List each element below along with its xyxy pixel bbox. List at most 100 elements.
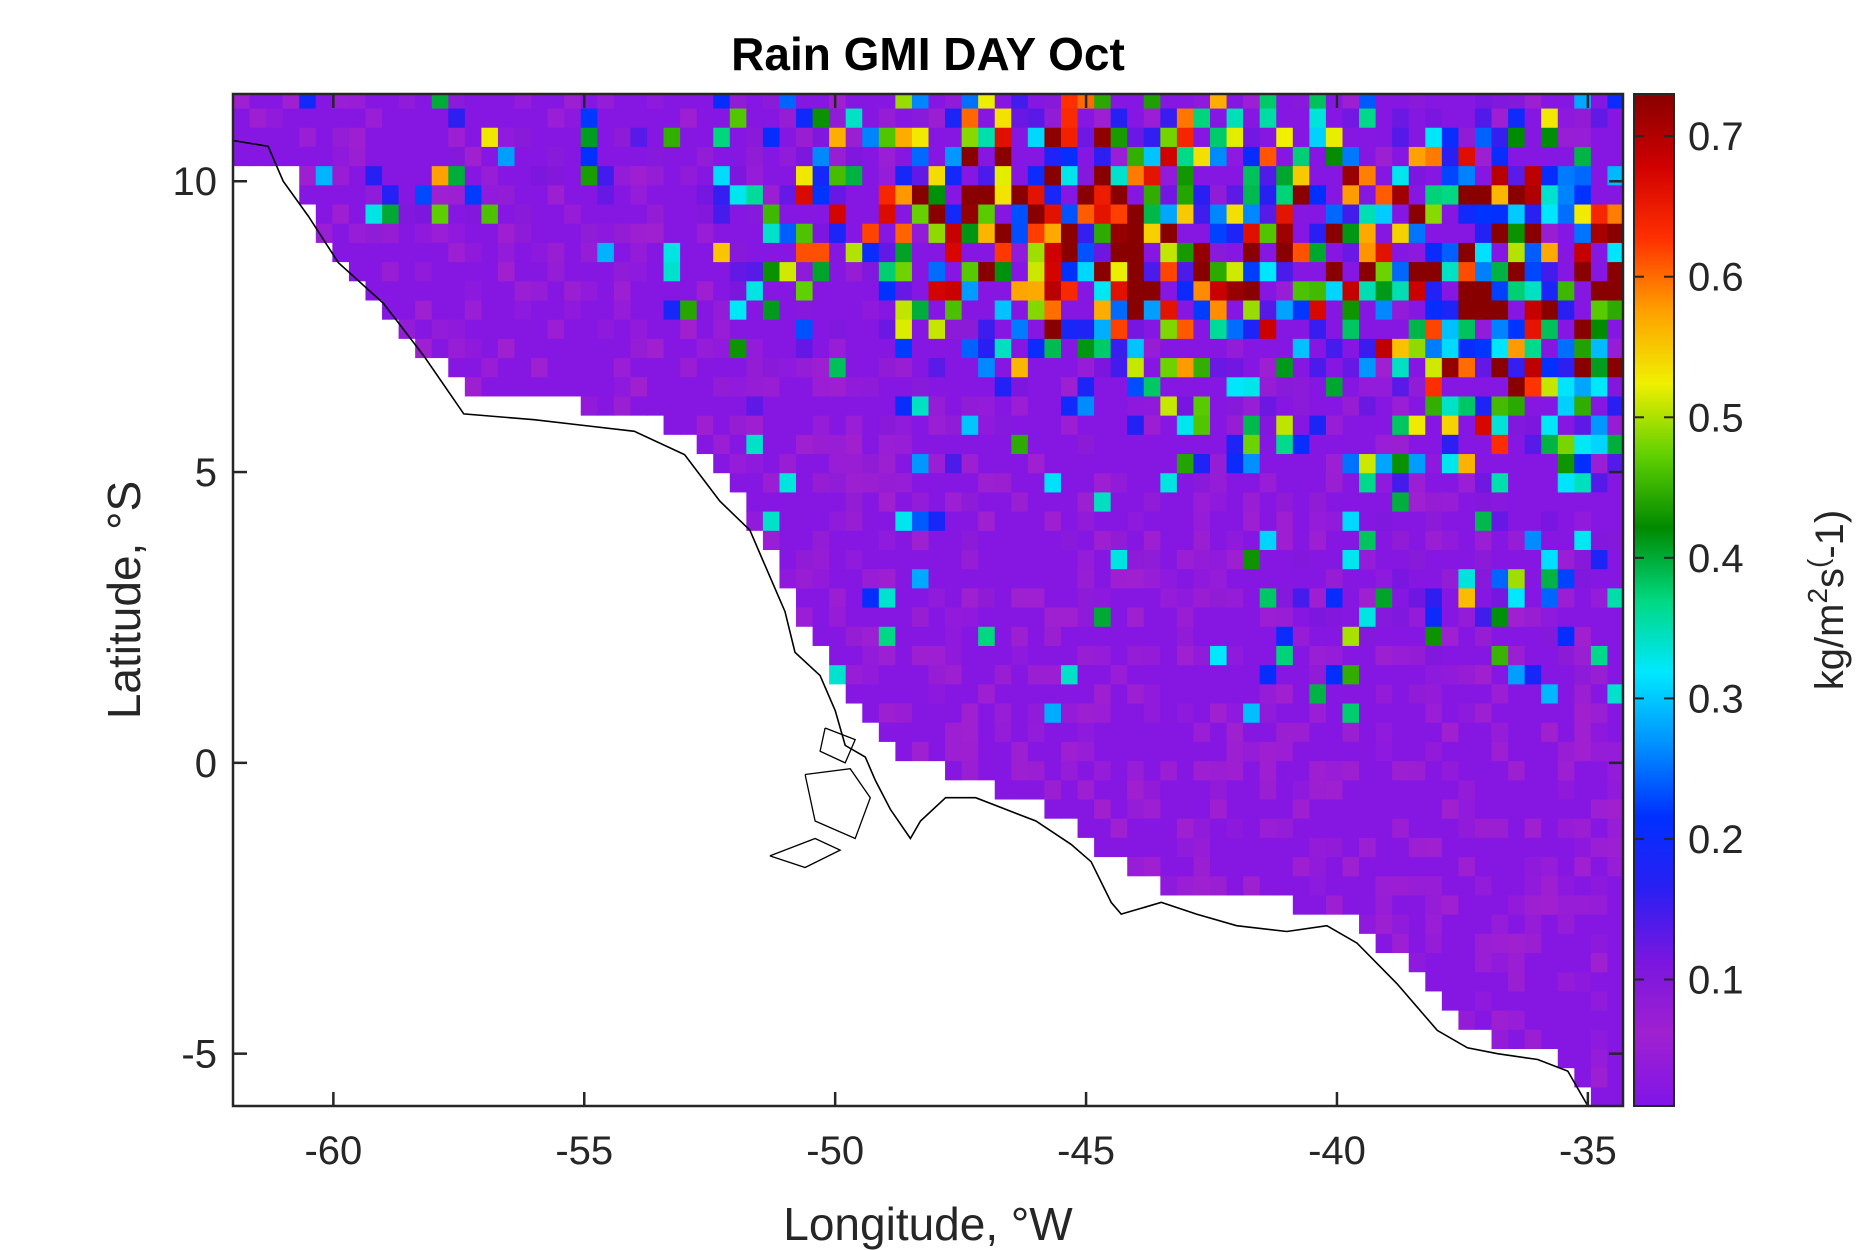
heatmap-cell [663,395,681,416]
heatmap-cell [1590,856,1609,877]
heatmap-cell [1574,338,1592,359]
heatmap-cell [1325,376,1344,397]
heatmap-cell [1607,702,1623,723]
heatmap-cell [1127,702,1145,723]
heatmap-cell [1425,798,1443,819]
heatmap-cell [1027,395,1046,416]
heatmap-cell [1210,779,1228,800]
heatmap-cell [1590,1048,1609,1069]
heatmap-cell [1044,645,1062,666]
heatmap-cell [1309,741,1327,762]
heatmap-cell [1210,702,1228,723]
heatmap-cell [1127,837,1145,858]
heatmap-cell [1243,376,1261,397]
heatmap-cell [1292,415,1310,435]
heatmap-cell [1226,837,1244,858]
heatmap-cell [1557,357,1575,378]
heatmap-cell [1110,376,1128,397]
heatmap-cell [1441,779,1460,800]
heatmap-cell [1259,568,1277,589]
heatmap-cell [1408,760,1426,781]
heatmap-cell [1292,165,1310,186]
heatmap-cell [713,94,731,109]
heatmap-cell [1176,741,1195,762]
heatmap-cell [1574,702,1592,723]
heatmap-cell [1557,223,1575,243]
heatmap-cell [845,415,863,435]
heatmap-cell [994,549,1012,570]
heatmap-cell [1160,818,1178,838]
heatmap-cell [1176,415,1195,435]
heatmap-cell [1508,875,1526,896]
heatmap-cell [1541,94,1559,109]
heatmap-cell [945,261,963,282]
heatmap-cell [1408,472,1426,493]
heatmap-cell [1574,722,1592,742]
heatmap-cell [1292,94,1310,109]
heatmap-cell [829,606,847,627]
heatmap-cell [812,223,830,243]
heatmap-cell [1474,453,1493,474]
heatmap-cell [663,127,681,147]
heatmap-cell [1011,127,1029,147]
heatmap-cell [961,434,979,455]
heatmap-cell [729,357,747,378]
heatmap-cell [845,606,863,627]
heatmap-cell [1574,741,1592,762]
heatmap-cell [1508,760,1526,781]
heatmap-cell [1143,702,1161,723]
heatmap-cell [1226,875,1244,896]
heatmap-cell [1425,242,1443,263]
heatmap-cell [1392,568,1410,589]
heatmap-cell [613,146,632,167]
heatmap-cell [1408,376,1426,397]
heatmap-cell [646,261,665,282]
heatmap-cell [1193,376,1211,397]
heatmap-cell [1508,127,1526,147]
heatmap-cell [1408,242,1426,263]
heatmap-cell [464,107,482,128]
heatmap-cell [1143,280,1161,301]
heatmap-cell [1127,261,1145,282]
heatmap-cell [1441,261,1460,282]
heatmap-cell [729,299,747,320]
heatmap-cell [1392,261,1410,282]
heatmap-cell [1392,280,1410,301]
heatmap-cell [1375,491,1393,512]
heatmap-cell [1292,223,1310,243]
heatmap-cell [1342,146,1360,167]
heatmap-cell [282,127,300,147]
heatmap-cell [348,184,367,205]
heatmap-cell [1160,357,1178,378]
heatmap-cell [1458,94,1476,109]
heatmap-cell [945,415,963,435]
heatmap-cell [713,242,731,263]
heatmap-cell [713,184,731,205]
heatmap-cell [1176,319,1195,339]
heatmap-cell [1359,415,1377,435]
heatmap-cell [1458,530,1476,550]
heatmap-cell [961,472,979,493]
heatmap-cell [1259,453,1277,474]
heatmap-cell [1309,94,1327,109]
heatmap-cell [1408,741,1426,762]
heatmap-cell [1474,434,1493,455]
heatmap-cell [1607,933,1623,954]
heatmap-cell [729,223,747,243]
heatmap-cell [1325,357,1344,378]
heatmap-cell [448,223,466,243]
heatmap-cell [415,338,433,359]
heatmap-cell [1590,491,1609,512]
heatmap-cell [994,645,1012,666]
heatmap-cell [1524,415,1542,435]
heatmap-cell [878,587,896,608]
heatmap-cell [1541,127,1559,147]
heatmap-cell [1375,338,1393,359]
heatmap-cell [796,453,814,474]
heatmap-cell [315,94,333,109]
heatmap-cell [580,184,598,205]
heatmap-cell [398,203,416,224]
heatmap-cell [1458,914,1476,934]
heatmap-cell [1408,338,1426,359]
heatmap-cell [895,415,913,435]
